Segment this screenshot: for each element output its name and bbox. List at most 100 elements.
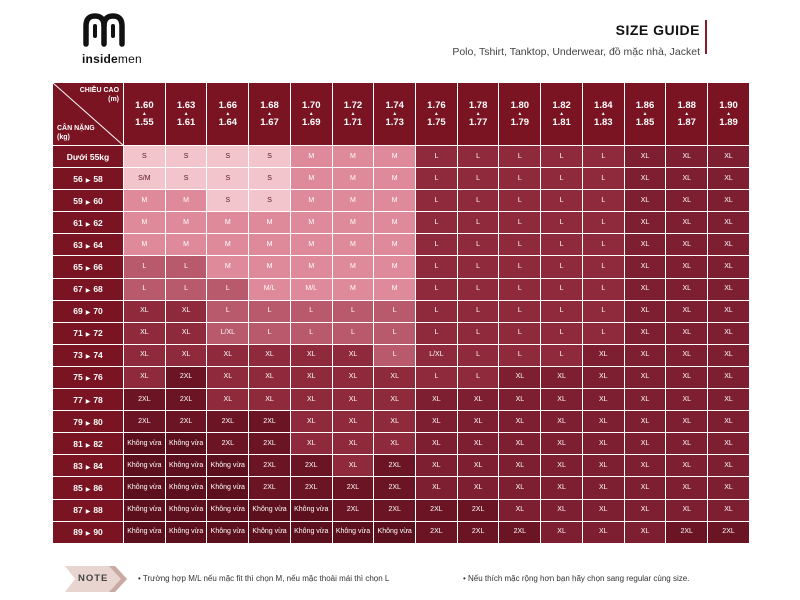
size-cell: XL — [708, 411, 750, 434]
size-cell: XL — [457, 477, 500, 500]
height-label-text: CHIỀU CAO — [79, 87, 120, 94]
size-cell: Không vừa — [165, 433, 208, 456]
page-subtitle: Polo, Tshirt, Tanktop, Underwear, đồ mặc… — [452, 46, 700, 58]
size-cell: L — [374, 344, 417, 367]
size-cell: L — [541, 234, 583, 257]
size-cell: XL — [624, 521, 667, 544]
header-title-block: SIZE GUIDE Polo, Tshirt, Tanktop, Underw… — [452, 22, 700, 58]
size-cell: 2XL — [165, 411, 208, 434]
right-arrow-icon: ▶ — [85, 310, 91, 317]
weight-to: 62 — [93, 217, 103, 228]
size-cell: 2XL — [666, 521, 709, 544]
weight-to: 90 — [93, 527, 103, 538]
height-top: 1.74 — [385, 100, 404, 111]
height-column-header: 1.66 ▲ 1.64 — [207, 83, 250, 146]
size-cell: XL — [416, 411, 458, 434]
weight-from: 75 — [73, 372, 83, 383]
size-cell: M — [332, 212, 375, 235]
size-cell: M — [207, 212, 250, 235]
size-cell: 2XL — [457, 499, 500, 522]
title-accent-bar — [705, 20, 707, 54]
size-cell: L — [457, 256, 500, 279]
size-cell: Không vừa — [165, 477, 208, 500]
up-arrow-icon: ▲ — [475, 111, 481, 117]
size-cell: Không vừa — [207, 477, 250, 500]
size-cell: Không vừa — [207, 521, 250, 544]
table-row: 67 ▶ 68 L L L M/L M/L M M L L L L L XL XL XL — [53, 278, 750, 301]
size-cell: M — [374, 234, 417, 257]
size-cell: S — [165, 146, 208, 169]
size-cell: L — [541, 212, 583, 235]
note-item-2: • Nếu thích mặc rộng hơn bạn hãy chọn sa… — [463, 574, 690, 583]
size-cell: 2XL — [165, 389, 208, 412]
size-cell: L — [541, 344, 583, 367]
size-cell: XL — [416, 433, 458, 456]
size-cell: M/L — [290, 278, 333, 301]
size-cell: XL — [624, 499, 667, 522]
size-cell: XL — [582, 499, 625, 522]
size-cell: XL — [666, 322, 709, 345]
size-cell: L — [374, 322, 417, 345]
size-cell: XL — [499, 433, 542, 456]
brand-name-thin: men — [117, 52, 142, 66]
height-top: 1.60 — [135, 100, 154, 111]
weight-from: 65 — [73, 262, 83, 273]
height-column-header: 1.74 ▲ 1.73 — [374, 83, 417, 146]
size-cell: XL — [708, 344, 750, 367]
size-cell: XL — [666, 190, 709, 213]
size-cell: XL — [624, 455, 667, 478]
weight-to: 66 — [93, 262, 103, 273]
size-cell: XL — [290, 411, 333, 434]
size-cell: L/XL — [416, 344, 458, 367]
size-cell: XL — [249, 389, 291, 412]
weight-row-header: 75 ▶ 76 — [53, 366, 125, 390]
height-top: 1.78 — [468, 100, 488, 111]
height-bottom: 1.77 — [468, 117, 488, 128]
size-cell: 2XL — [374, 499, 417, 522]
height-bottom: 1.87 — [677, 117, 696, 128]
size-cell: L — [416, 190, 458, 213]
size-cell: 2XL — [124, 411, 166, 434]
table-row: 71 ▶ 72 XL XL L/XL L L L L L L L L L XL XL XL — [53, 322, 750, 345]
size-cell: XL — [290, 433, 333, 456]
size-cell: Không vừa — [332, 521, 375, 544]
size-cell: L — [499, 168, 542, 191]
size-cell: XL — [708, 146, 750, 169]
size-cell: XL — [165, 344, 208, 367]
size-cell: XL — [666, 300, 709, 323]
size-cell: XL — [374, 411, 417, 434]
size-cell: 2XL — [374, 477, 417, 500]
size-cell: XL — [624, 146, 667, 169]
size-cell: XL — [374, 433, 417, 456]
size-cell: M — [290, 146, 333, 169]
size-cell: L — [416, 366, 458, 390]
size-cell: L — [499, 344, 542, 367]
size-cell: L — [499, 256, 542, 279]
size-cell: L — [416, 300, 458, 323]
size-cell: 2XL — [207, 433, 250, 456]
up-arrow-icon: ▲ — [141, 111, 147, 117]
size-cell: M — [374, 278, 417, 301]
size-cell: XL — [624, 190, 667, 213]
weight-to: 84 — [93, 460, 103, 471]
right-arrow-icon: ▶ — [85, 266, 91, 273]
size-cell: L — [457, 234, 500, 257]
size-cell: L — [457, 366, 500, 390]
size-cell: XL — [207, 389, 250, 412]
height-column-header: 1.82 ▲ 1.81 — [541, 83, 583, 146]
size-cell: XL — [582, 477, 625, 500]
size-cell: M — [290, 190, 333, 213]
size-cell: S — [124, 146, 166, 169]
size-cell: M — [290, 256, 333, 279]
height-column-header: 1.72 ▲ 1.71 — [332, 83, 375, 146]
size-cell: 2XL — [207, 411, 250, 434]
height-bottom: 1.79 — [510, 117, 530, 128]
right-arrow-icon: ▶ — [85, 288, 91, 295]
table-row: 59 ▶ 60 M M S S M M M L L L L L XL XL XL — [53, 190, 750, 213]
size-cell: L — [499, 300, 542, 323]
up-arrow-icon: ▲ — [183, 111, 189, 117]
size-cell: 2XL — [124, 389, 166, 412]
size-cell: L — [541, 146, 583, 169]
size-cell: XL — [290, 344, 333, 367]
size-cell: XL — [499, 455, 542, 478]
